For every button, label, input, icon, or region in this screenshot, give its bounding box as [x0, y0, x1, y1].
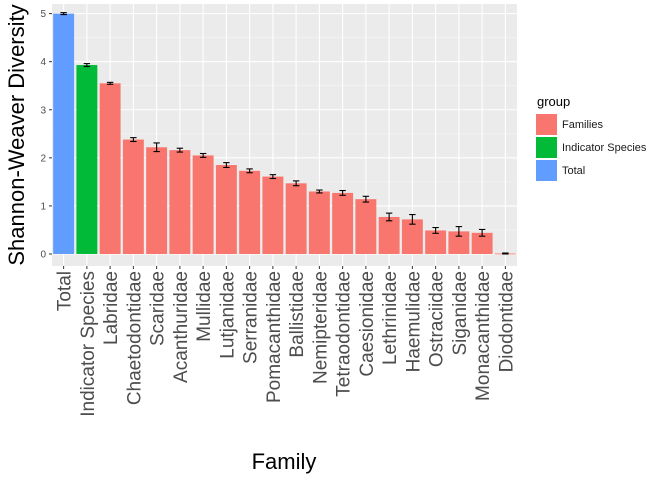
y-tick-label: 1 — [40, 201, 46, 212]
error-bar — [292, 180, 300, 187]
x-tick-label: Total — [55, 271, 76, 311]
error-bar — [385, 212, 393, 222]
x-tick-label: Haemulidae — [403, 271, 424, 372]
x-tick-label: Chaetodontidae — [124, 271, 145, 405]
bar — [378, 216, 400, 254]
legend-swatch-total — [536, 160, 557, 181]
x-tick-label: Tetraodontidae — [334, 271, 355, 397]
error-bar — [502, 252, 509, 255]
x-tick-label: Serranidae — [241, 271, 262, 364]
legend: group Families Indicator Species Total — [536, 94, 668, 182]
error-bar — [432, 226, 439, 234]
bar — [448, 231, 470, 254]
bars — [53, 13, 516, 255]
x-tick-label: Mullidae — [194, 271, 215, 342]
error-bar — [130, 137, 137, 143]
error-bar — [269, 174, 277, 180]
error-bar — [106, 81, 114, 85]
error-bar — [362, 195, 370, 203]
y-axis-ticks: 0 1 2 3 4 5 — [40, 9, 52, 260]
error-bar — [409, 214, 416, 225]
bar — [169, 150, 191, 254]
x-tick-label: Ostraciidae — [427, 271, 448, 367]
error-bar — [339, 189, 346, 196]
bar — [76, 65, 98, 254]
y-tick-label: 2 — [40, 153, 46, 164]
legend-label-families: Families — [562, 118, 603, 131]
bar — [401, 219, 423, 254]
x-tick-label: Acanthuridae — [171, 271, 192, 383]
error-bar — [246, 168, 253, 174]
bar — [146, 147, 168, 254]
x-tick-label: Caesionidae — [357, 271, 378, 377]
error-bar — [176, 147, 184, 153]
y-tick-label: 3 — [40, 105, 46, 116]
x-tick-label: Lutjanidae — [217, 271, 238, 359]
y-tick-label: 0 — [40, 249, 46, 260]
bar — [425, 230, 447, 254]
bar — [262, 176, 284, 254]
y-tick-label: 4 — [40, 57, 46, 68]
x-tick-label: Labridae — [101, 271, 122, 345]
x-tick-label: Scaridae — [148, 271, 169, 346]
error-bars — [60, 12, 509, 255]
legend-label-total: Total — [562, 164, 586, 177]
x-tick-label: Ballistidae — [287, 271, 308, 358]
bar — [355, 199, 377, 254]
legend-title: group — [537, 94, 571, 109]
x-tick-label: Lethrinidae — [380, 271, 401, 365]
error-bar — [60, 12, 67, 16]
bar — [99, 83, 121, 254]
bar — [53, 13, 75, 254]
x-tick-label: Pomacanthidae — [264, 271, 285, 403]
bar — [332, 192, 354, 254]
error-bar — [153, 142, 160, 153]
error-bar — [455, 226, 463, 237]
legend-swatch-indicator-species — [536, 137, 557, 158]
legend-label-indicator-species: Indicator Species — [562, 141, 647, 154]
x-tick-label: Monacanthidae — [473, 271, 494, 401]
bar — [471, 232, 493, 254]
error-bar — [83, 63, 91, 68]
error-bar — [223, 162, 230, 168]
bar — [122, 139, 144, 254]
y-axis-title: Shannon-Weaver Diversity — [4, 4, 29, 265]
legend-item-indicator-species: Indicator Species — [536, 136, 668, 159]
error-bar — [199, 152, 207, 158]
x-axis-ticks: Total Indicator Species Labridae Chaetodont… — [55, 266, 517, 417]
bar — [308, 191, 330, 254]
legend-swatch-families — [536, 114, 557, 135]
plot-panel — [52, 4, 517, 266]
error-bar — [316, 189, 323, 194]
legend-item-families: Families — [536, 113, 668, 136]
x-tick-label: Siganidae — [450, 271, 471, 356]
x-axis-title: Family — [252, 449, 317, 474]
error-bar — [478, 228, 486, 237]
x-tick-label: Indicator Species — [78, 271, 99, 417]
bar — [239, 170, 261, 254]
x-tick-label: Diodontidae — [496, 271, 517, 372]
bar — [285, 183, 307, 254]
bar — [192, 155, 214, 254]
legend-item-total: Total — [536, 159, 668, 182]
bar — [215, 165, 237, 254]
y-tick-label: 5 — [40, 9, 46, 20]
x-tick-label: Nemipteridae — [310, 271, 331, 384]
